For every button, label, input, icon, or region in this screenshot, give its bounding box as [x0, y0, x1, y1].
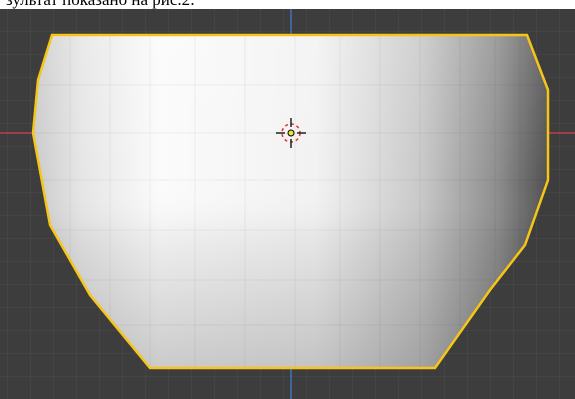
- selection-outline: [31, 33, 550, 370]
- 3d-cursor: [276, 118, 306, 148]
- mesh: [33, 35, 548, 368]
- viewport: [0, 9, 575, 399]
- caption: зультат показано на рис.2:: [0, 0, 575, 9]
